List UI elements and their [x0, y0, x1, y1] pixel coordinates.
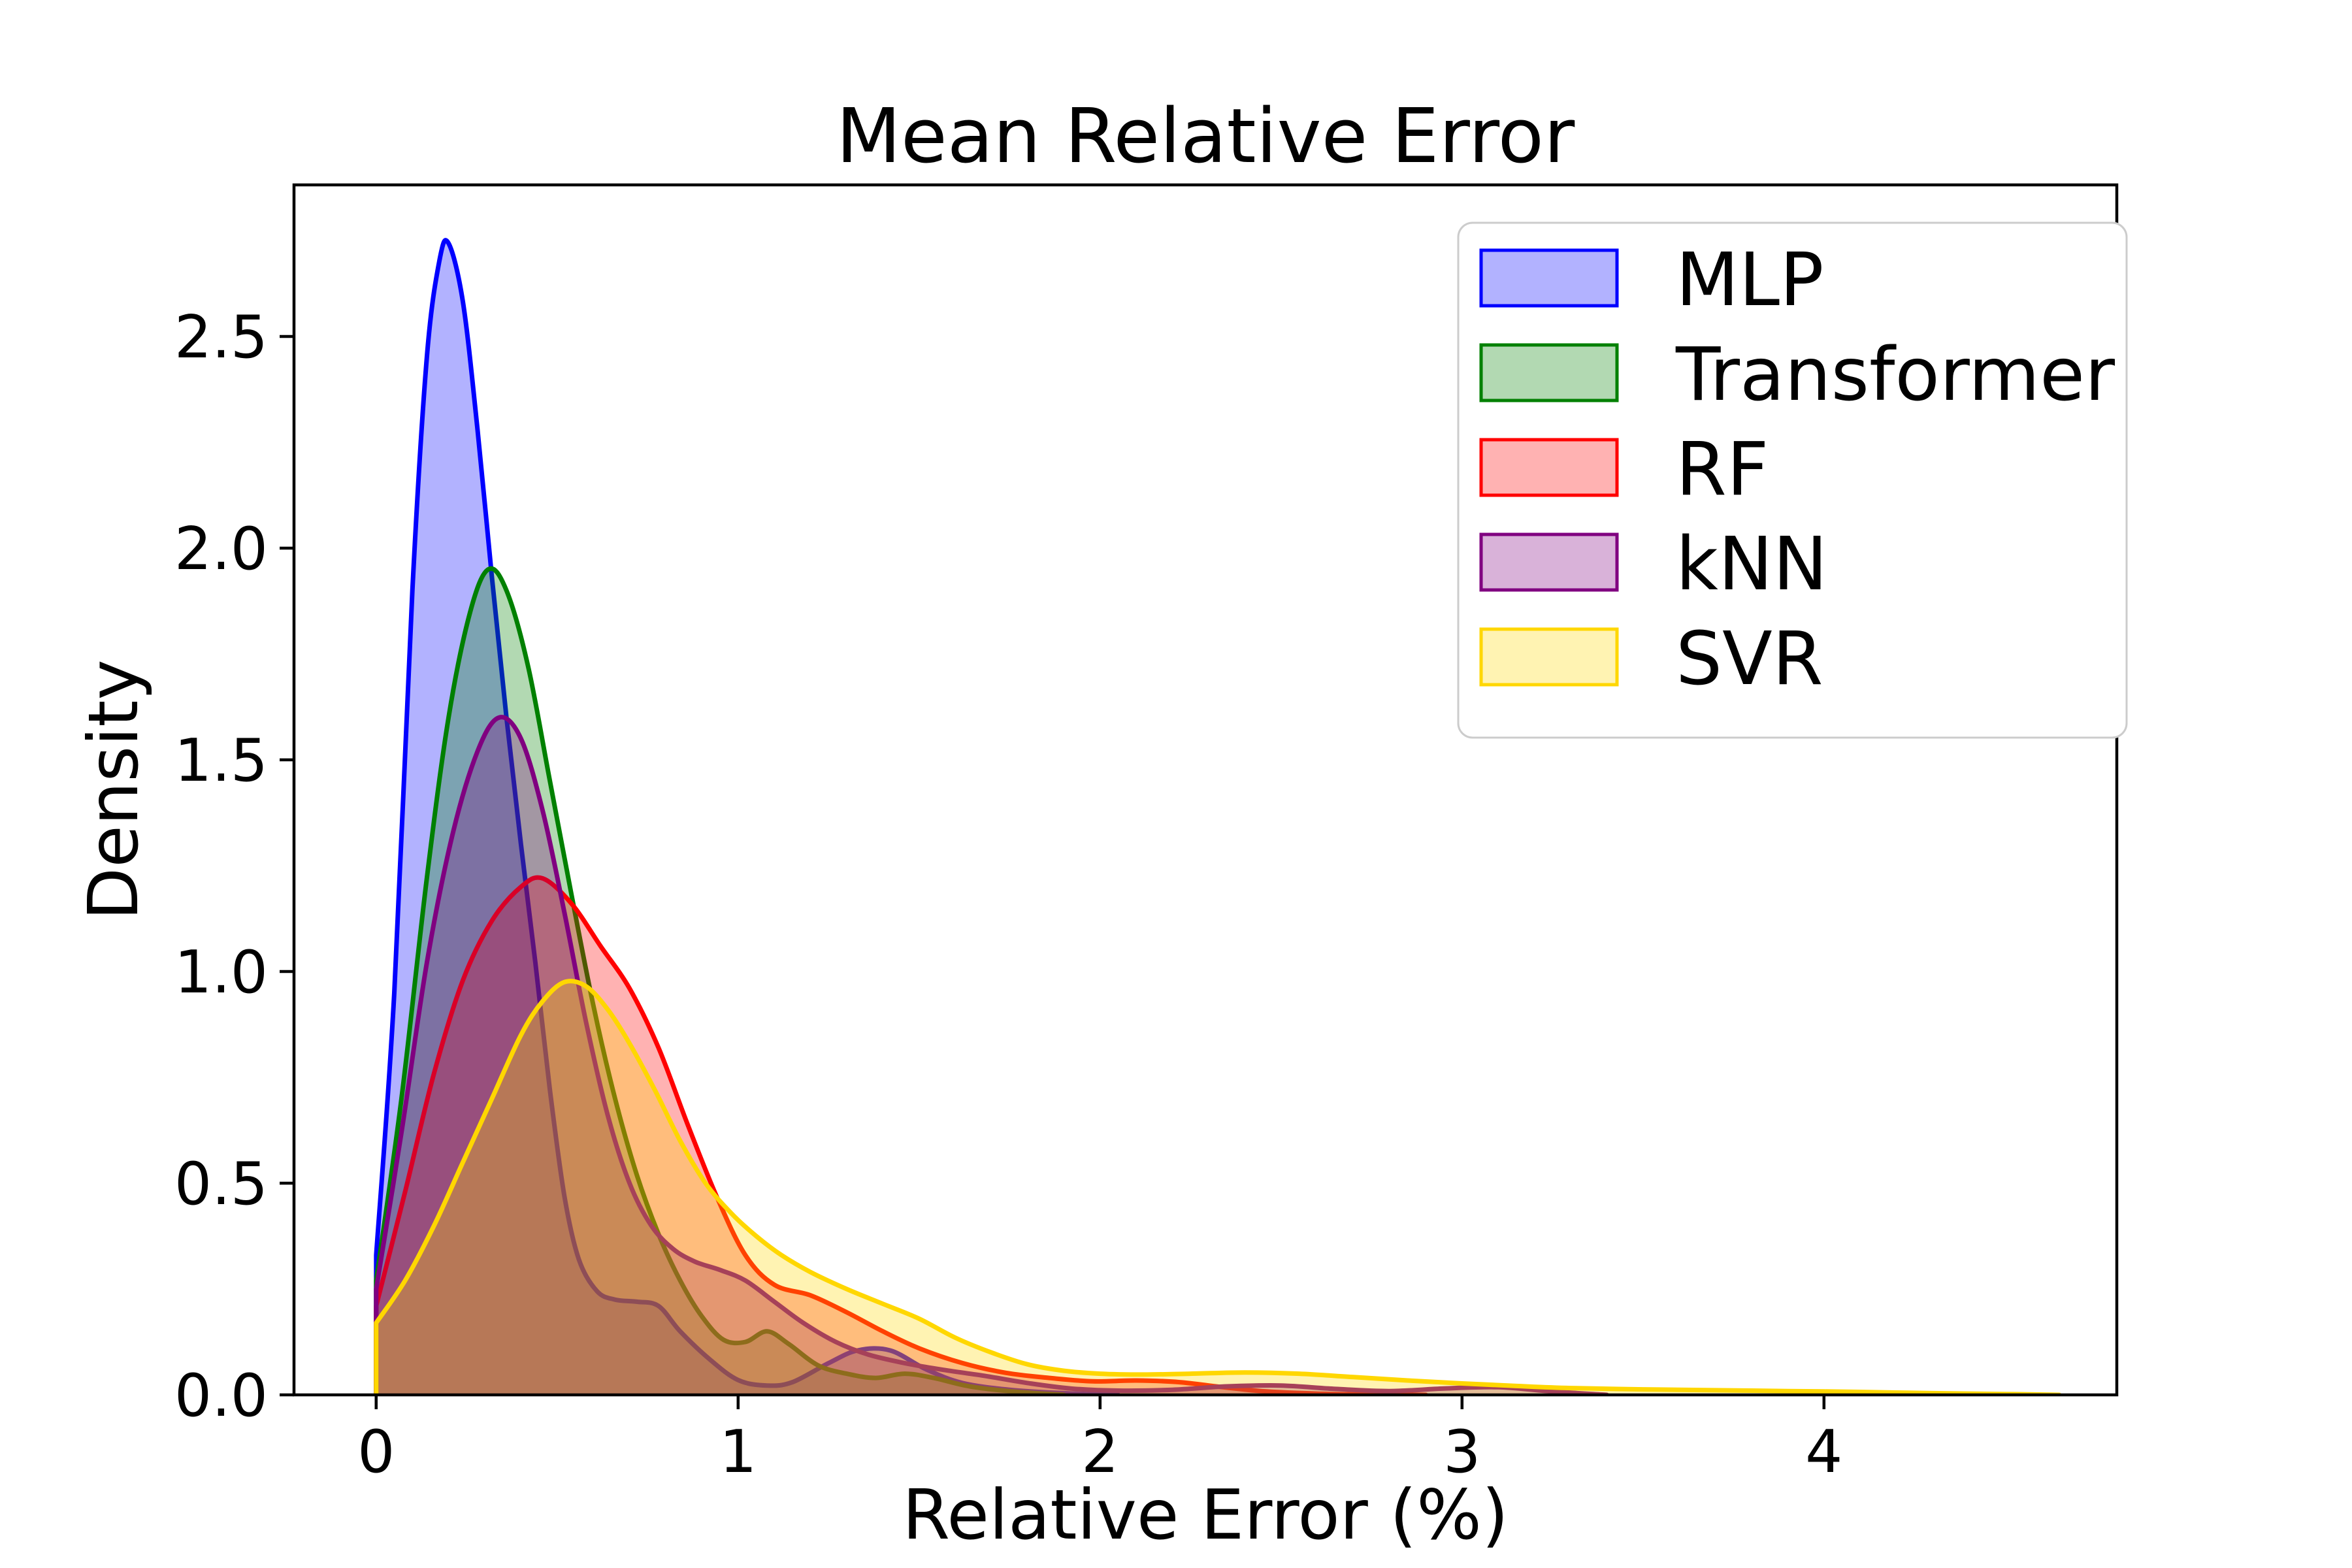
- legend: MLP Transformer RF kNN SVR: [1457, 221, 2128, 739]
- x-tick-label: 0: [357, 1418, 395, 1486]
- x-tick-label: 2: [1081, 1418, 1119, 1486]
- legend-swatch-mlp: [1479, 248, 1619, 308]
- x-tick-label: 1: [719, 1418, 757, 1486]
- legend-swatch-knn: [1479, 532, 1619, 592]
- legend-item-knn: kNN: [1479, 522, 1827, 607]
- legend-item-svr: SVR: [1479, 617, 1823, 702]
- density-curves: [374, 238, 2062, 1395]
- legend-swatch-transformer: [1479, 343, 1619, 402]
- x-tick-label: 4: [1805, 1418, 1842, 1486]
- kde-line-knn: [374, 715, 1609, 1395]
- legend-item-transformer: Transformer: [1479, 333, 2115, 417]
- legend-label-svr: SVR: [1676, 617, 1823, 702]
- legend-swatch-svr: [1479, 627, 1619, 687]
- legend-box: [1457, 221, 2128, 739]
- legend-label-knn: kNN: [1676, 522, 1827, 607]
- kde-fill-svr: [376, 981, 2059, 1395]
- y-tick-label: 1.5: [174, 727, 268, 795]
- y-tick-label: 0.5: [174, 1150, 268, 1218]
- kde-fill-knn: [376, 717, 1607, 1395]
- x-axis-ticks: 0 1 2 3 4: [357, 1395, 1842, 1486]
- x-tick-label: 3: [1443, 1418, 1480, 1486]
- legend-swatch-rf: [1479, 438, 1619, 497]
- axes-frame: [292, 183, 2119, 1397]
- x-axis-label: Relative Error (%): [902, 1475, 1509, 1555]
- kde-line-transformer: [374, 566, 1066, 1395]
- kde-fill-mlp: [376, 240, 1119, 1395]
- y-axis-ticks: 0.0 0.5 1.0 1.5 2.0 2.5: [174, 303, 294, 1430]
- kde-line-mlp: [374, 238, 1120, 1395]
- chart-title: Mean Relative Error: [836, 93, 1575, 180]
- legend-label-mlp: MLP: [1676, 238, 1824, 323]
- y-tick-label: 2.5: [174, 303, 268, 372]
- kde-line-svr: [374, 979, 2062, 1395]
- y-tick-label: 1.0: [174, 938, 268, 1007]
- y-tick-label: 0.0: [174, 1362, 268, 1430]
- legend-item-rf: RF: [1479, 427, 1769, 512]
- y-tick-label: 2.0: [174, 515, 268, 583]
- legend-label-transformer: Transformer: [1675, 333, 2115, 417]
- legend-item-mlp: MLP: [1479, 238, 1824, 323]
- kde-line-rf: [374, 875, 1428, 1395]
- y-axis-label: Density: [74, 659, 154, 920]
- legend-label-rf: RF: [1676, 427, 1769, 512]
